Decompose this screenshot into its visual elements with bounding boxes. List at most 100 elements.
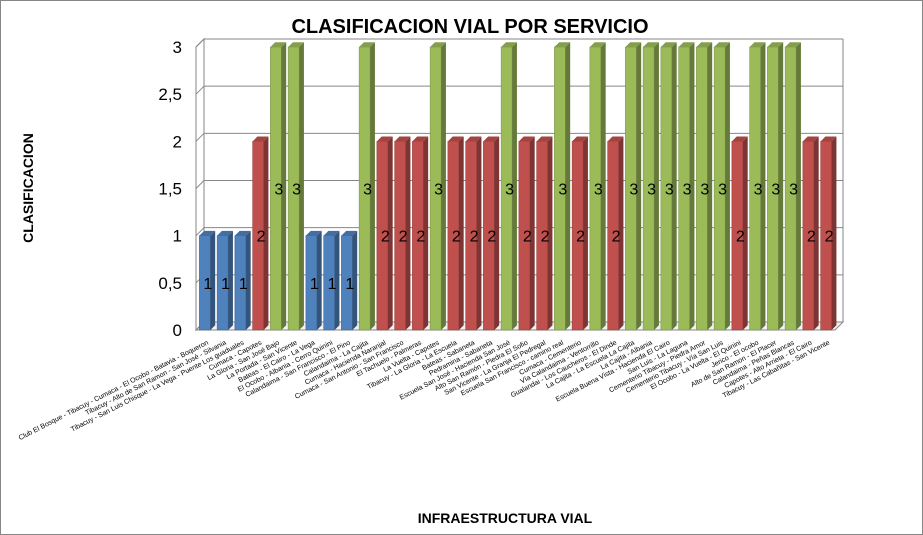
data-label: 2 [487,229,496,246]
bar-top [643,42,659,47]
data-label: 2 [825,229,834,246]
bar [412,136,429,331]
bar-side [316,230,322,330]
bar [607,136,624,331]
x-tick-label: Club El Bosque - Tibacuy - Cumaca - El O… [18,339,210,442]
data-label: 3 [505,182,514,199]
y-tick-label: 3 [173,38,182,57]
bar-side [547,136,553,330]
bar-side [281,42,287,330]
bar-top [199,230,216,236]
bar-top [589,42,606,47]
chart-title: CLASIFICACION VIAL POR SERVICIO [291,16,649,38]
gridline-side [195,85,205,95]
bar-top [660,42,677,47]
bar-side [636,42,642,330]
y-tick-label: 2 [173,132,182,151]
bar-top [430,42,446,47]
bar-side [352,230,358,330]
data-label: 3 [363,182,372,199]
bar [199,230,216,331]
x-axis-title: INFRAESTRUCTURA VIAL [417,510,593,526]
data-label: 2 [452,229,461,246]
bar-top [501,42,517,47]
bar-side [813,136,819,330]
data-label: 1 [328,276,337,293]
bar-side [707,42,713,330]
y-tick-label: 2,5 [158,85,182,104]
bar-top [714,42,730,47]
bar [589,42,606,331]
bar-top [323,230,340,236]
bar-side [760,42,766,330]
bars-layer [199,42,837,331]
data-label: 3 [647,182,656,199]
bar [465,136,482,331]
bar [767,42,784,331]
bar-side [725,42,730,330]
bar-top [785,42,801,47]
bar [518,136,535,331]
bar [270,42,287,331]
bar [216,230,233,331]
bar-side [405,136,411,330]
bar-side [387,136,393,330]
bar-side [458,136,464,330]
bar-top [749,42,766,47]
bar-top [572,136,588,142]
bar-top [625,42,642,47]
bar-top [305,230,322,236]
x-tick-label: Tibacuy - San Luis Chisque - La Vega - P… [70,339,246,433]
data-label: 1 [203,276,212,293]
bar [625,42,642,331]
data-label: 1 [345,276,354,293]
bar-top [820,136,837,142]
data-label: 3 [771,182,780,199]
bar-top [376,136,393,142]
data-label: 3 [789,182,798,199]
data-label: 3 [754,182,763,199]
bar-side [600,42,606,330]
bar [234,230,251,331]
bar [287,42,304,331]
bar-top [554,42,571,47]
bar-side [796,42,801,330]
bar [536,136,553,331]
gridline-side [195,227,205,237]
bar-side [370,42,375,330]
y-tick-label: 1 [173,227,182,246]
data-label: 3 [665,182,674,199]
bar-top [252,136,269,142]
data-label: 2 [416,229,425,246]
bar-top [767,42,784,47]
bar-top [518,136,535,142]
bar-side [689,42,695,330]
bar-side [245,230,251,330]
data-label: 2 [612,229,621,246]
data-label: 2 [576,229,585,246]
bar-side [831,136,837,330]
y-tick-label: 0 [173,321,182,340]
bar-side [299,42,304,330]
bar-side [529,136,535,330]
bar-top [678,42,695,47]
bar-top [341,230,358,236]
bar [820,136,837,331]
bar [749,42,766,331]
bar-top [217,230,233,236]
bar [358,42,375,331]
bar [571,136,588,331]
data-label: 2 [807,229,816,246]
bar [376,136,393,331]
bar [394,136,411,331]
data-label: 1 [310,276,319,293]
bar-side [671,42,677,330]
bar [696,42,713,331]
bar [731,136,748,331]
bar-top [359,42,375,47]
data-label: 3 [700,182,709,199]
data-label: 1 [239,276,248,293]
bar-top [447,136,464,142]
data-label: 2 [257,229,266,246]
bar [447,136,464,331]
